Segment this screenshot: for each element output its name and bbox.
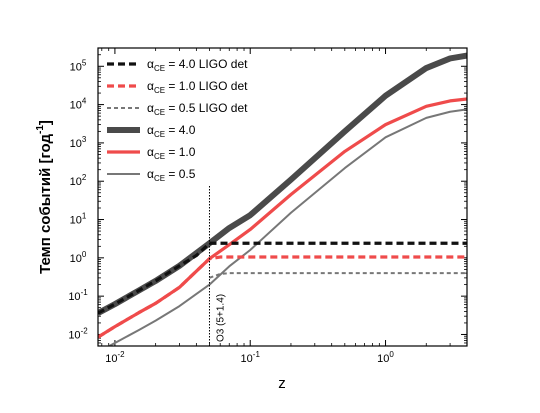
series-line-3 (209, 272, 467, 279)
legend-alpha: α (147, 167, 154, 181)
y-tick-label: 103 (70, 135, 87, 150)
legend-alpha: α (147, 79, 154, 93)
legend-label-2: αCE = 1.0 LIGO det (147, 79, 248, 95)
legend-label-4: αCE = 4.0 (147, 123, 196, 139)
legend-alpha: α (147, 57, 154, 71)
y-axis-title-close: ] (37, 120, 54, 125)
y-tick-exp: 3 (82, 135, 87, 144)
legend-suffix: = 1.0 (165, 145, 196, 159)
x-tick-base: 10 (105, 353, 117, 365)
legend-suffix: = 0.5 (165, 167, 196, 181)
legend-suffix: = 4.0 LIGO det (165, 57, 248, 71)
y-tick-base: 10 (70, 100, 82, 112)
plot-frame (97, 47, 468, 347)
x-tick-label: 10-1 (241, 350, 261, 365)
y-tick-exp: -2 (81, 326, 89, 335)
legend-label-5: αCE = 1.0 (147, 145, 196, 161)
x-tick-labels: 10-2 10-1 100 (105, 350, 394, 365)
legend-alpha: α (147, 145, 154, 159)
legend-sub: CE (154, 174, 165, 183)
y-tick-exp: 5 (82, 58, 87, 67)
series-layer (98, 52, 467, 346)
legend-label-6: αCE = 0.5 (147, 167, 196, 183)
x-tick-label: 10-2 (105, 350, 125, 365)
y-tick-label: 10-2 (68, 326, 88, 341)
x-tick-exp: -2 (117, 350, 125, 359)
y-tick-label: 102 (70, 173, 87, 188)
y-tick-label: 105 (70, 58, 87, 73)
y-tick-label: 10-1 (68, 288, 88, 303)
y-tick-base: 10 (70, 61, 82, 73)
y-tick-base: 10 (70, 215, 82, 227)
legend-sub: CE (154, 130, 165, 139)
legend-sub: CE (154, 86, 165, 95)
series-line-2 (98, 255, 467, 339)
y-tick-base: 10 (70, 253, 82, 265)
legend-suffix: = 1.0 LIGO det (165, 79, 248, 93)
y-tick-base: 10 (70, 176, 82, 188)
series-line-1 (98, 241, 467, 315)
o3-label: O3 (5+1.4) (215, 294, 226, 342)
legend-label-3: αCE = 0.5 LIGO det (147, 101, 248, 117)
y-tick-label: 104 (70, 97, 87, 112)
legend-sub: CE (154, 108, 165, 117)
x-axis-title: z (278, 375, 286, 392)
y-tick-base: 10 (70, 138, 82, 150)
y-tick-exp: 1 (82, 212, 87, 221)
y-tick-label: 101 (70, 212, 87, 227)
legend-sub: CE (154, 64, 165, 73)
x-tick-exp: 0 (389, 350, 394, 359)
legend-sub: CE (154, 152, 165, 161)
legend-label-1: αCE = 4.0 LIGO det (147, 57, 248, 73)
annotation-layer: O3 (5+1.4) (208, 186, 226, 346)
y-axis-title: Темп событий [год-1] (35, 120, 54, 274)
y-tick-base: 10 (68, 291, 80, 303)
legend-alpha: α (147, 123, 154, 137)
x-tick-label: 100 (377, 350, 394, 365)
legend-alpha: α (147, 101, 154, 115)
x-tick-exp: -1 (253, 350, 261, 359)
y-tick-exp: 4 (82, 97, 87, 106)
legend-suffix: = 0.5 LIGO det (165, 101, 248, 115)
y-tick-label: 100 (70, 250, 87, 265)
y-tick-base: 10 (68, 329, 80, 341)
x-tick-base: 10 (377, 353, 389, 365)
legend-suffix: = 4.0 (165, 123, 196, 137)
y-tick-exp: -1 (81, 288, 89, 297)
y-tick-exp: 2 (82, 173, 87, 182)
y-tick-exp: 0 (82, 250, 87, 259)
x-tick-base: 10 (241, 353, 253, 365)
y-axis-title-sup: -1 (35, 125, 46, 134)
